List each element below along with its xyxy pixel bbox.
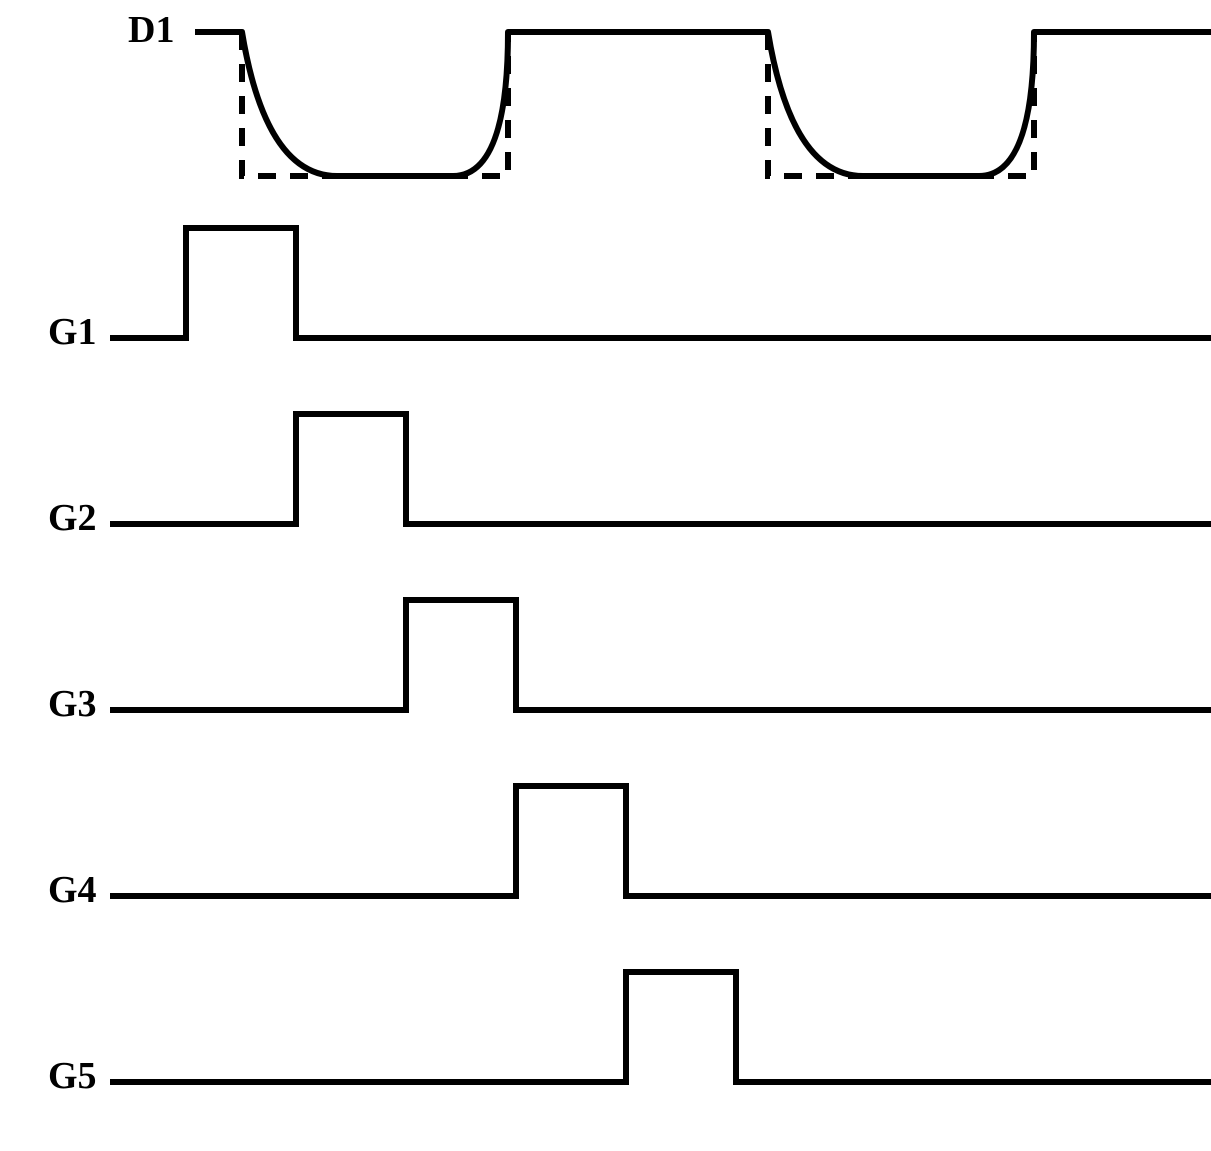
g1-trace bbox=[110, 228, 1211, 338]
g5-trace bbox=[110, 972, 1211, 1082]
timing-diagram-svg bbox=[0, 0, 1211, 1151]
g4-trace bbox=[110, 786, 1211, 896]
g3-trace bbox=[110, 600, 1211, 710]
d1-solid-actual bbox=[195, 32, 1211, 176]
g2-trace bbox=[110, 414, 1211, 524]
d1-dashed-ideal bbox=[242, 32, 1034, 176]
